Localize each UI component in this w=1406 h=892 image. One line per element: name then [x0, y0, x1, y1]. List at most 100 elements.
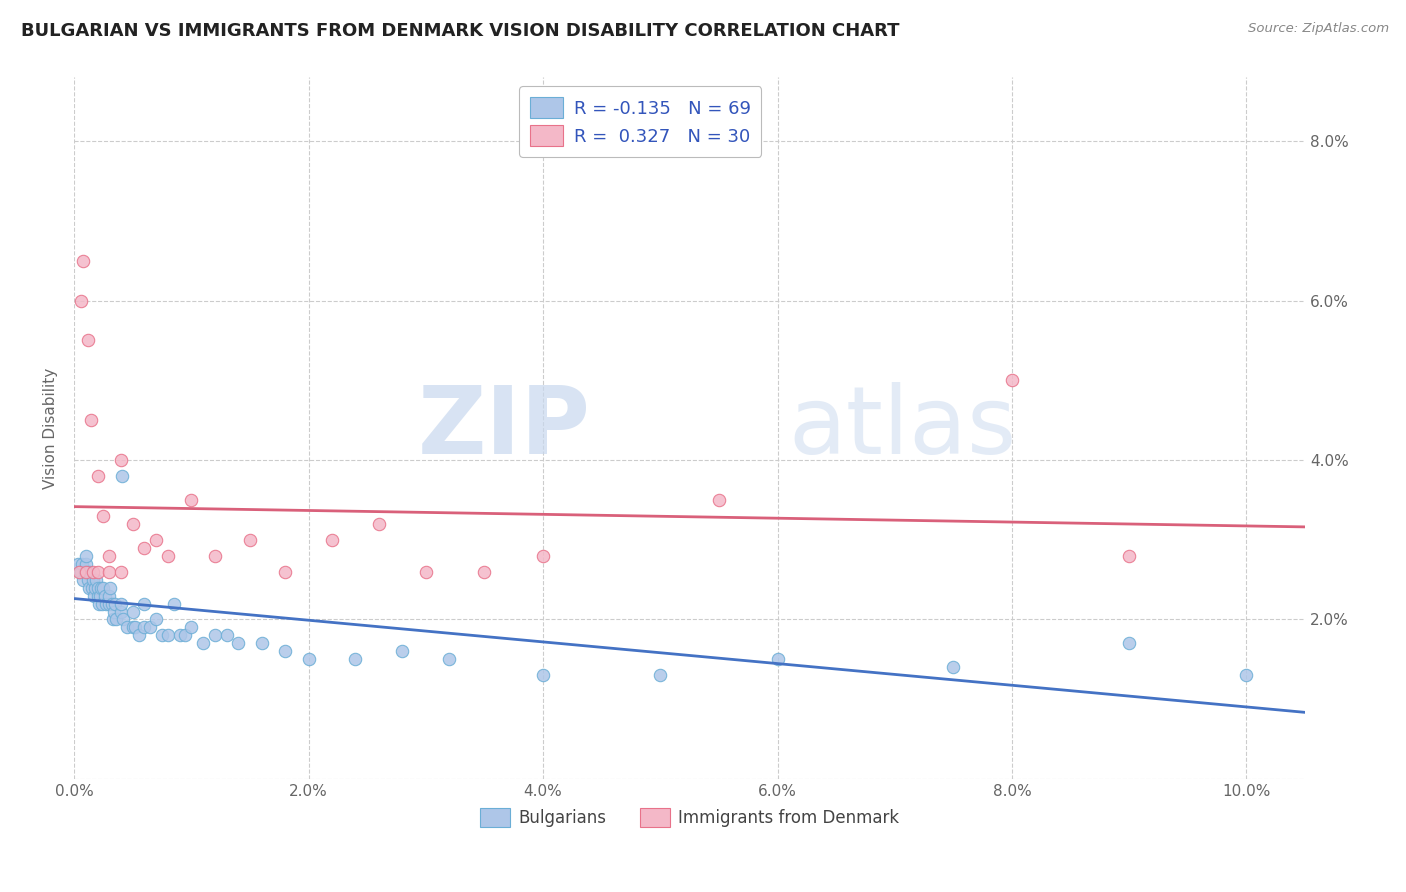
- Point: [367, 516, 389, 531]
- Point: [75, 557, 97, 571]
- Point: [69, 565, 91, 579]
- Point: [86, 565, 108, 579]
- Point: [531, 549, 554, 563]
- Point: [226, 636, 249, 650]
- Point: [79, 565, 101, 579]
- Point: [77, 334, 100, 348]
- Legend: Bulgarians, Immigrants from Denmark: Bulgarians, Immigrants from Denmark: [474, 801, 905, 834]
- Y-axis label: Vision Disability: Vision Disability: [44, 368, 58, 489]
- Point: [75, 549, 97, 563]
- Point: [75, 565, 97, 579]
- Point: [112, 612, 135, 626]
- Text: Source: ZipAtlas.com: Source: ZipAtlas.com: [1249, 22, 1389, 36]
- Point: [439, 652, 461, 666]
- Point: [98, 597, 121, 611]
- Point: [73, 565, 96, 579]
- Point: [707, 492, 730, 507]
- Point: [150, 628, 173, 642]
- Point: [531, 668, 554, 682]
- Point: [72, 253, 94, 268]
- Point: [169, 628, 191, 642]
- Point: [70, 565, 93, 579]
- Point: [1118, 636, 1140, 650]
- Point: [474, 565, 496, 579]
- Point: [94, 597, 117, 611]
- Point: [100, 597, 122, 611]
- Point: [86, 581, 108, 595]
- Point: [75, 565, 97, 579]
- Point: [67, 565, 90, 579]
- Point: [215, 628, 238, 642]
- Point: [1118, 549, 1140, 563]
- Point: [86, 573, 108, 587]
- Point: [239, 533, 262, 547]
- Point: [91, 597, 114, 611]
- Point: [79, 581, 101, 595]
- Point: [391, 644, 413, 658]
- Point: [191, 636, 214, 650]
- Point: [98, 565, 121, 579]
- Point: [89, 589, 111, 603]
- Point: [134, 541, 156, 555]
- Point: [145, 612, 167, 626]
- Point: [101, 612, 124, 626]
- Point: [86, 469, 108, 483]
- Point: [942, 660, 965, 674]
- Text: BULGARIAN VS IMMIGRANTS FROM DENMARK VISION DISABILITY CORRELATION CHART: BULGARIAN VS IMMIGRANTS FROM DENMARK VIS…: [21, 22, 900, 40]
- Point: [344, 652, 367, 666]
- Text: atlas: atlas: [789, 382, 1017, 475]
- Point: [204, 628, 226, 642]
- Point: [415, 565, 437, 579]
- Point: [128, 628, 150, 642]
- Point: [121, 620, 143, 634]
- Point: [250, 636, 273, 650]
- Point: [98, 549, 121, 563]
- Point: [82, 573, 104, 587]
- Point: [139, 620, 162, 634]
- Point: [79, 413, 101, 427]
- Point: [77, 573, 100, 587]
- Point: [110, 597, 132, 611]
- Point: [204, 549, 226, 563]
- Point: [134, 620, 156, 634]
- Point: [124, 620, 146, 634]
- Point: [93, 508, 115, 523]
- Point: [766, 652, 789, 666]
- Point: [70, 293, 93, 308]
- Point: [110, 453, 132, 467]
- Point: [156, 549, 179, 563]
- Point: [1001, 373, 1024, 387]
- Point: [83, 589, 105, 603]
- Point: [110, 565, 132, 579]
- Point: [93, 581, 115, 595]
- Point: [121, 605, 143, 619]
- Point: [111, 469, 134, 483]
- Point: [87, 597, 110, 611]
- Point: [274, 565, 297, 579]
- Point: [156, 628, 179, 642]
- Text: ZIP: ZIP: [418, 382, 591, 475]
- Point: [145, 533, 167, 547]
- Point: [174, 628, 197, 642]
- Point: [1236, 668, 1258, 682]
- Point: [100, 581, 122, 595]
- Point: [66, 557, 89, 571]
- Point: [84, 581, 107, 595]
- Point: [72, 573, 94, 587]
- Point: [82, 565, 104, 579]
- Point: [80, 581, 103, 595]
- Point: [104, 597, 127, 611]
- Point: [121, 516, 143, 531]
- Point: [321, 533, 343, 547]
- Point: [72, 557, 94, 571]
- Point: [86, 589, 108, 603]
- Point: [163, 597, 186, 611]
- Point: [134, 597, 156, 611]
- Point: [180, 620, 202, 634]
- Point: [103, 605, 125, 619]
- Point: [90, 581, 112, 595]
- Point: [115, 620, 138, 634]
- Point: [98, 589, 121, 603]
- Point: [180, 492, 202, 507]
- Point: [93, 589, 115, 603]
